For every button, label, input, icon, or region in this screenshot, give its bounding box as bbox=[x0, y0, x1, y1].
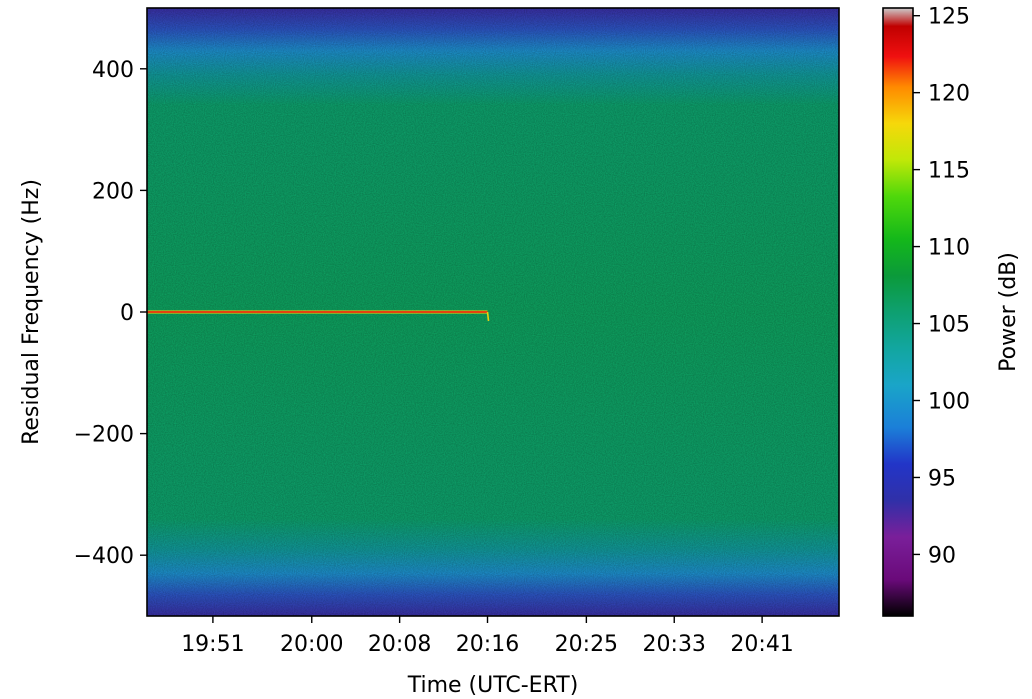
y-tick-label: 0 bbox=[120, 301, 134, 326]
y-tick-label: −200 bbox=[74, 423, 134, 448]
x-tick-label: 20:33 bbox=[643, 632, 706, 657]
colorbar-tick-label: 95 bbox=[928, 466, 956, 491]
x-tick-label: 20:25 bbox=[555, 632, 618, 657]
colorbar-tick-label: 90 bbox=[928, 543, 956, 568]
x-tick-label: 20:08 bbox=[368, 632, 431, 657]
colorbar: 90 95 100 105 110 115 120 125 Power (dB) bbox=[882, 5, 1021, 617]
x-axis-label: Time (UTC-ERT) bbox=[407, 673, 579, 698]
colorbar-tick-label: 120 bbox=[928, 82, 970, 107]
x-tick-label: 20:00 bbox=[280, 632, 343, 657]
y-axis-label: Residual Frequency (Hz) bbox=[19, 179, 44, 445]
colorbar-tick-label: 105 bbox=[928, 313, 970, 338]
colorbar-frame bbox=[882, 7, 914, 617]
colorbar-tick-label: 115 bbox=[928, 159, 970, 184]
x-axis: 19:51 20:00 20:08 20:16 20:25 20:33 20:41 bbox=[181, 616, 794, 657]
colorbar-tick-label: 100 bbox=[928, 390, 970, 415]
y-axis: 400 200 0 −200 −400 bbox=[74, 58, 147, 569]
x-tick-label: 20:41 bbox=[730, 632, 793, 657]
colorbar-label: Power (dB) bbox=[996, 252, 1021, 372]
y-tick-label: 400 bbox=[92, 58, 134, 83]
x-tick-label: 19:51 bbox=[181, 632, 244, 657]
spectrogram-plot-area bbox=[146, 7, 840, 617]
colorbar-tick-label: 125 bbox=[928, 5, 970, 30]
x-tick-label: 20:16 bbox=[456, 632, 519, 657]
colorbar-tick-label: 110 bbox=[928, 236, 970, 261]
signal-trace-end bbox=[486, 311, 490, 322]
y-tick-label: −400 bbox=[74, 544, 134, 569]
colorbar-gradient bbox=[883, 8, 913, 616]
y-tick-label: 200 bbox=[92, 179, 134, 204]
